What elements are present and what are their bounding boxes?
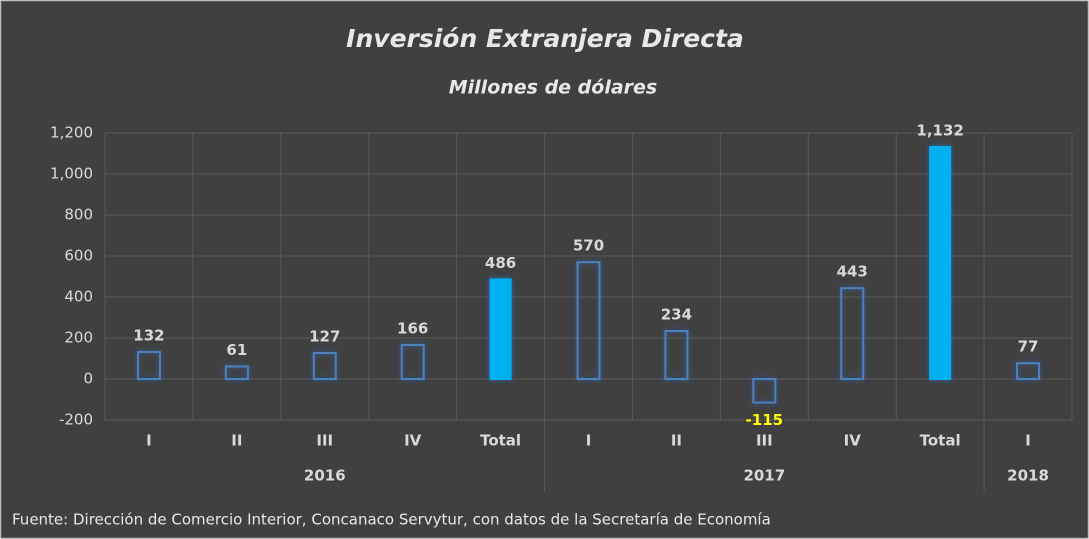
- bar: [136, 350, 161, 381]
- x-tick-label: II: [231, 432, 242, 450]
- chart-title: Inversión Extranjera Directa: [346, 24, 744, 53]
- data-label: 570: [573, 237, 604, 255]
- bar: [929, 145, 952, 380]
- y-tick-label: 200: [64, 329, 93, 347]
- group-label: 2017: [743, 467, 785, 485]
- data-label: 486: [485, 254, 516, 272]
- x-tick-label: III: [756, 432, 773, 450]
- data-label: 132: [133, 326, 164, 344]
- data-label: 166: [397, 319, 428, 337]
- bar: [664, 330, 689, 380]
- y-tick-label: 1,000: [50, 165, 93, 183]
- bar: [312, 351, 337, 380]
- bar: [489, 278, 512, 380]
- group-label: 2018: [1007, 467, 1049, 485]
- x-tick-label: II: [671, 432, 682, 450]
- source-note: Fuente: Dirección de Comercio Interior, …: [12, 511, 771, 529]
- chart-subtitle: Millones de dólares: [449, 77, 658, 99]
- data-label: 77: [1018, 338, 1039, 356]
- bar: [400, 343, 425, 380]
- y-tick-label: 400: [64, 288, 93, 306]
- x-tick-label: I: [586, 432, 592, 450]
- data-label: 61: [226, 341, 247, 359]
- x-tick-label: IV: [844, 432, 862, 450]
- x-tick-label: III: [316, 432, 333, 450]
- y-tick-label: -200: [59, 411, 93, 429]
- group-label: 2016: [304, 467, 346, 485]
- y-tick-label: 800: [64, 206, 93, 224]
- bar: [224, 365, 249, 380]
- bar: [576, 261, 601, 380]
- x-tick-label: Total: [920, 432, 961, 450]
- data-label: 127: [309, 327, 340, 345]
- y-tick-label: 600: [64, 247, 93, 265]
- data-label: -115: [746, 411, 784, 429]
- data-label: 1,132: [916, 121, 963, 139]
- data-label: 234: [661, 306, 692, 324]
- bar: [840, 287, 865, 380]
- y-tick-label: 1,200: [50, 124, 93, 142]
- data-label: 443: [837, 263, 868, 281]
- x-tick-label: IV: [404, 432, 422, 450]
- x-tick-label: I: [1025, 432, 1031, 450]
- x-tick-label: Total: [480, 432, 521, 450]
- x-tick-label: I: [146, 432, 152, 450]
- bar: [752, 378, 777, 404]
- bar: [1016, 362, 1041, 380]
- y-tick-label: 0: [83, 370, 93, 388]
